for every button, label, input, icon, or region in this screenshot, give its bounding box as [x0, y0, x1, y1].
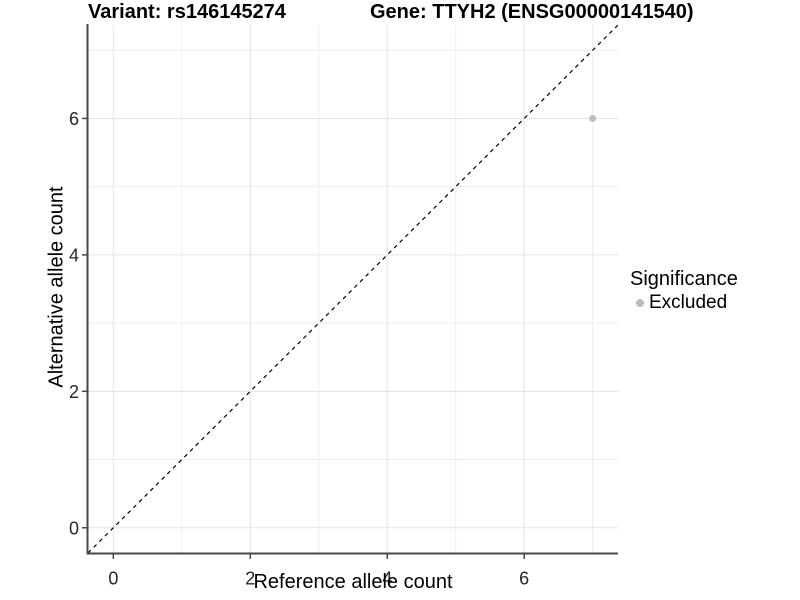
legend-item-label: Excluded: [649, 292, 728, 313]
plot-title-variant: Variant: rs146145274: [88, 1, 286, 23]
x-tick-label: 4: [382, 568, 392, 588]
x-tick-label: 0: [108, 568, 118, 588]
y-tick-label: 4: [69, 245, 79, 265]
y-tick-label: 2: [69, 382, 79, 402]
legend: Significance Excluded: [630, 268, 738, 314]
x-axis-title: Reference allele count: [253, 571, 453, 593]
y-axis-title: Alternative allele count: [45, 186, 68, 388]
y-tick-label: 6: [69, 109, 79, 129]
plot-title-gene: Gene: TTYH2 (ENSG00000141540): [370, 1, 694, 23]
legend-title: Significance: [630, 268, 738, 290]
legend-item-excluded: Excluded: [636, 292, 738, 314]
plot-panel: 0 2 4 6 0 2 4 6: [69, 24, 619, 588]
y-tick-label: 0: [69, 518, 79, 538]
x-tick-label: 6: [519, 568, 529, 588]
x-tick-label: 2: [245, 568, 255, 588]
legend-dot-icon: [636, 299, 644, 307]
